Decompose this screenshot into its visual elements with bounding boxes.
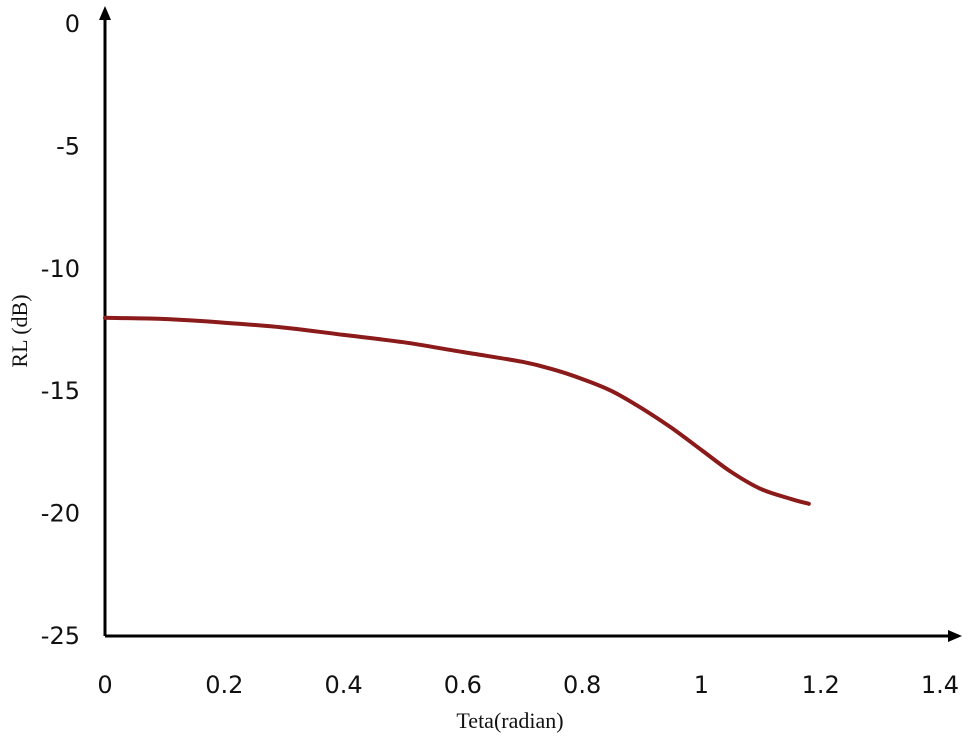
x-tick-label: 0.8: [563, 671, 601, 699]
y-tick-label: -5: [56, 132, 80, 160]
x-tick-label: 0: [97, 671, 112, 699]
y-axis-ticks: 0 -5 -10 -15 -20 -25: [41, 10, 80, 650]
y-tick-label: -20: [41, 500, 80, 528]
x-tick-label: 0.4: [324, 671, 362, 699]
y-tick-label: 0: [65, 10, 80, 38]
x-tick-label: 1.2: [802, 671, 840, 699]
y-tick-label: -15: [41, 377, 80, 405]
y-axis-label: RL (dB): [7, 294, 32, 367]
x-tick-label: 0.2: [205, 671, 243, 699]
y-axis-arrow: [99, 6, 111, 20]
y-tick-label: -25: [41, 622, 80, 650]
y-tick-label: -10: [41, 255, 80, 283]
axes: [99, 6, 962, 642]
plot-area: [103, 315, 811, 506]
x-tick-label: 0.6: [444, 671, 482, 699]
x-axis-ticks: 0 0.2 0.4 0.6 0.8 1 1.2 1.4: [97, 671, 959, 699]
x-axis-arrow: [948, 630, 962, 642]
series-line: [103, 315, 811, 506]
x-tick-label: 1.4: [921, 671, 959, 699]
x-tick-label: 1: [694, 671, 709, 699]
x-axis-label: Teta(radian): [456, 708, 563, 733]
